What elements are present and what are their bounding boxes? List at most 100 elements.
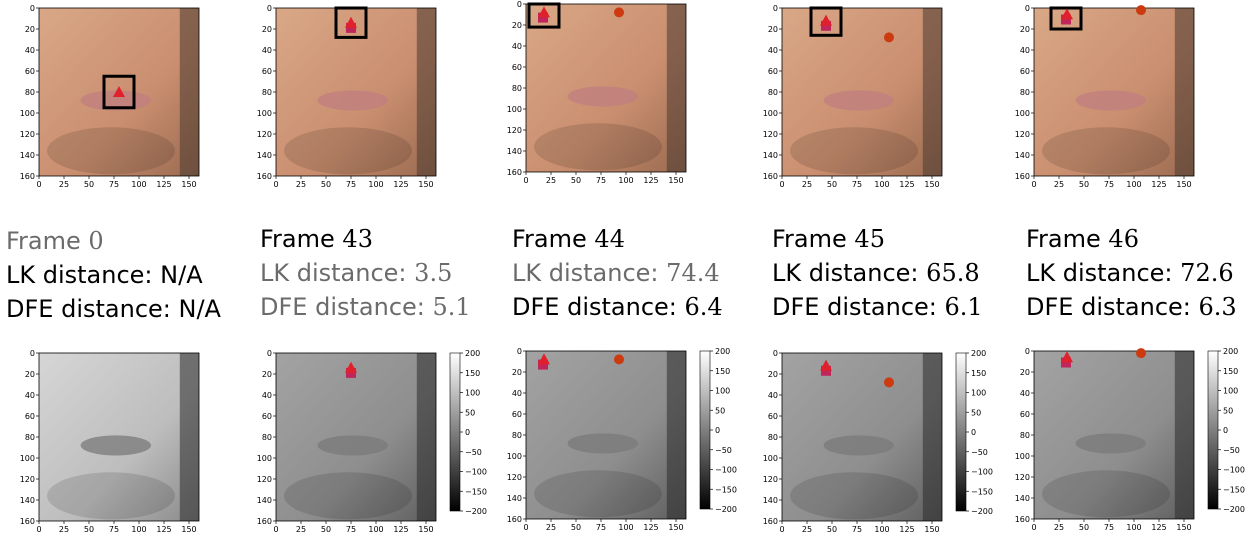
lips-shape (317, 90, 388, 111)
y-tick-label: 40 (1020, 46, 1030, 55)
caption-lk-line: LK distance: 65.8 (772, 256, 983, 290)
caption-frame-1: Frame 43 LK distance: 3.5 DFE distance: … (260, 222, 471, 324)
x-tick-label: 0 (779, 525, 784, 534)
colorbar-tick-label: −200 (1223, 505, 1245, 514)
ground-truth-triangle-marker (820, 359, 832, 371)
y-tick-label: 140 (257, 496, 272, 505)
x-tick-label: 50 (84, 180, 94, 189)
y-tick-label: 0 (517, 0, 522, 9)
y-tick-label: 80 (512, 431, 522, 440)
x-tick-label: 75 (1104, 180, 1114, 189)
dfe-square-marker (1061, 14, 1071, 25)
x-tick-label: 25 (1054, 523, 1064, 532)
caption-frame-3: Frame 45 LK distance: 65.8 DFE distance:… (772, 222, 983, 324)
y-tick-label: 40 (25, 391, 35, 400)
colorbar-tick-label: −200 (715, 505, 737, 514)
caption-frame-line: Frame 45 (772, 222, 983, 256)
y-tick-label: 120 (507, 126, 522, 135)
colorbar-tick-label: 100 (465, 389, 480, 398)
colorbar (955, 352, 967, 512)
colorbar-tick-label: −50 (1223, 446, 1240, 455)
x-tick-label: 0 (1031, 180, 1036, 189)
lips-shape (823, 90, 894, 111)
y-tick-label: 60 (1020, 410, 1030, 419)
x-tick-label: 100 (131, 180, 146, 189)
bottom-panel-0: 0 25 50 75 100 125 150 0 20 40 60 80 100 120 140 160 (20, 349, 205, 537)
y-tick-label: 40 (512, 389, 522, 398)
lips-shape (823, 435, 894, 456)
caption-frame-2: Frame 44 LK distance: 74.4 DFE distance:… (512, 222, 723, 324)
y-tick-label: 40 (262, 46, 272, 55)
chin-shape (1042, 127, 1170, 175)
y-tick-label: 20 (25, 25, 35, 34)
caption-lk-line: LK distance: 74.4 (512, 256, 723, 290)
caption-frame-0: Frame 0 LK distance: N/A DFE distance: N… (6, 224, 221, 326)
colorbar-tick-label: 0 (465, 428, 470, 437)
y-tick-label: 0 (1025, 347, 1030, 356)
colorbar-tick-label: 150 (465, 369, 480, 378)
y-tick-label: 80 (25, 433, 35, 442)
x-tick-label: 125 (643, 176, 658, 185)
colorbar (699, 350, 711, 510)
colorbar-tick-label: −150 (465, 487, 487, 496)
colorbar-tick-label: 50 (465, 408, 475, 417)
y-tick-label: 0 (267, 349, 272, 358)
dfe-square-marker (346, 367, 356, 378)
chin-shape (47, 127, 175, 175)
y-tick-label: 120 (507, 473, 522, 482)
x-tick-label: 25 (296, 180, 306, 189)
x-tick-label: 75 (596, 523, 606, 532)
y-tick-label: 100 (20, 454, 35, 463)
caption-dfe-line: DFE distance: 6.1 (772, 290, 983, 324)
y-tick-label: 120 (763, 475, 778, 484)
y-tick-label: 160 (1015, 172, 1030, 181)
y-tick-label: 160 (20, 172, 35, 181)
caption-lk-line: LK distance: 3.5 (260, 256, 471, 290)
y-tick-label: 140 (763, 496, 778, 505)
x-tick-label: 125 (1151, 523, 1166, 532)
dfe-label: DFE distance: (6, 295, 171, 323)
lips-shape (1075, 90, 1146, 111)
colorbar-tick-label: 50 (971, 408, 981, 417)
caption-frame-line: Frame 43 (260, 222, 471, 256)
lips-shape (317, 435, 388, 456)
y-tick-label: 60 (512, 63, 522, 72)
y-tick-label: 60 (25, 67, 35, 76)
y-tick-label: 80 (262, 433, 272, 442)
y-tick-label: 20 (262, 370, 272, 379)
colorbar-tick-label: −100 (971, 468, 993, 477)
colorbar-tick-label: 100 (715, 387, 730, 396)
dfe-label: DFE distance: (512, 293, 677, 321)
chin-shape (534, 123, 662, 171)
colorbar-tick-label: 150 (1223, 367, 1238, 376)
y-tick-label: 80 (768, 88, 778, 97)
y-tick-label: 100 (257, 109, 272, 118)
x-tick-label: 150 (668, 523, 683, 532)
x-tick-label: 0 (36, 180, 41, 189)
top-panel-2: 0 25 50 75 100 125 150 0 20 40 60 80 100 120 140 160 (507, 0, 692, 188)
lips-shape (567, 433, 638, 454)
caption-dfe-line: DFE distance: N/A (6, 292, 221, 326)
lk-value: 3.5 (414, 259, 453, 287)
x-tick-label: 50 (571, 523, 581, 532)
bottom-panel-2: 0 25 50 75 100 125 150 0 20 40 60 80 100 120 140 160 200… (507, 347, 748, 535)
colorbar-tick-label: −50 (715, 446, 732, 455)
lk-circle-marker (614, 354, 624, 365)
x-tick-label: 100 (131, 525, 146, 534)
panel-plot: 0 25 50 75 100 125 150 0 20 40 60 80 100 120 140 160 (507, 0, 687, 185)
y-tick-label: 100 (763, 109, 778, 118)
chin-shape (790, 127, 918, 175)
y-tick-label: 20 (1020, 368, 1030, 377)
lk-circle-marker (884, 32, 894, 43)
colorbar-tick-label: −150 (971, 487, 993, 496)
x-tick-label: 25 (546, 176, 556, 185)
image-shadow (416, 353, 436, 521)
panel-plot: 0 25 50 75 100 125 150 0 20 40 60 80 100 120 140 160 200… (507, 347, 737, 532)
frame-number: 44 (594, 225, 625, 253)
bottom-panel-3: 0 25 50 75 100 125 150 0 20 40 60 80 100 120 140 160 200… (763, 349, 1004, 537)
image-shadow (922, 353, 942, 521)
ground-truth-triangle-marker (345, 361, 357, 373)
colorbar-tick-label: 100 (971, 389, 986, 398)
y-tick-label: 40 (768, 391, 778, 400)
lk-value: 72.6 (1180, 259, 1234, 287)
